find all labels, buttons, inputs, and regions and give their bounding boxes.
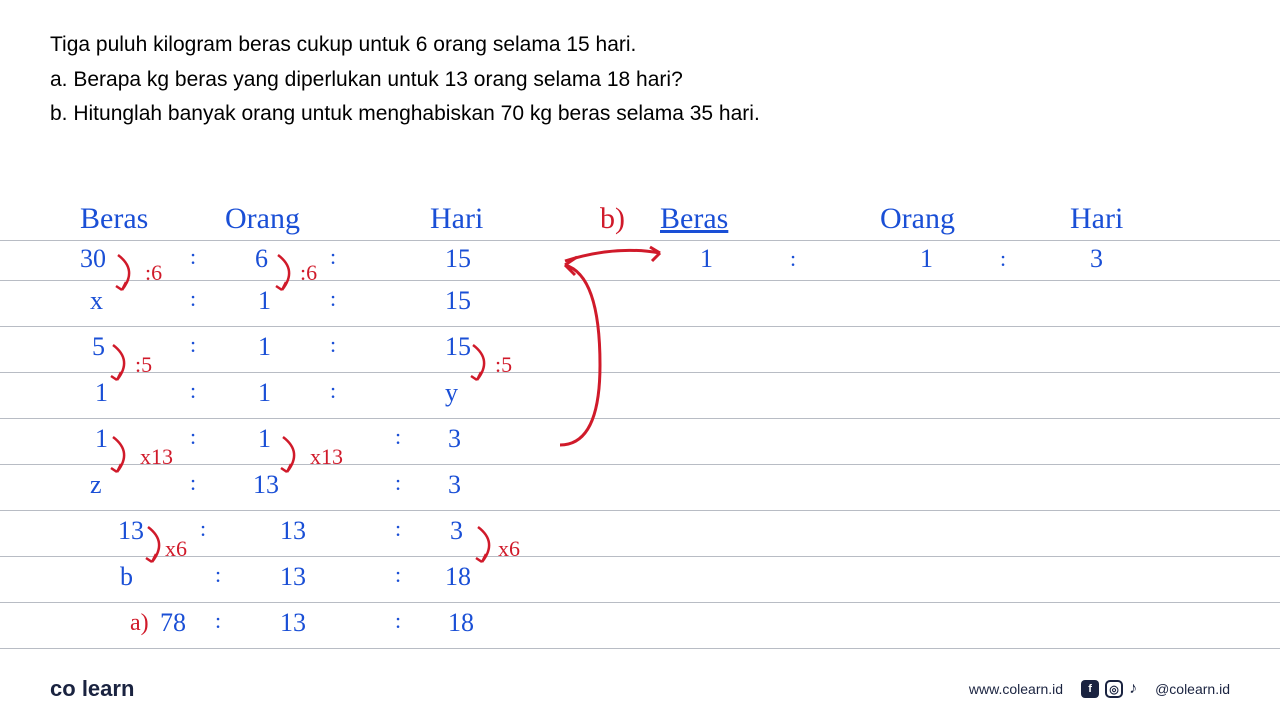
header-beras-b: Beras [660,202,728,236]
header-orang-b: Orang [880,202,955,236]
a-r3c1: 5 [92,332,105,362]
arrow-icon [465,340,505,390]
logo: co learn [50,676,134,702]
colon: : [190,378,196,404]
label-b: b) [600,202,625,236]
footer: co learn www.colearn.id f ◎ ♪ @colearn.i… [0,676,1280,702]
arrow-icon [105,340,145,390]
colon: : [215,562,221,588]
colon: : [395,516,401,542]
arrow-icon [270,250,310,300]
answer-label-a: a) [130,610,149,637]
b-c1: 1 [700,244,713,274]
colon: : [330,286,336,312]
colon: : [790,246,796,272]
a-r9c1: 78 [160,608,186,638]
a-r8c2: 13 [280,562,306,592]
colon: : [190,424,196,450]
colon: : [1000,246,1006,272]
colon: : [190,332,196,358]
colon: : [395,562,401,588]
arrow-icon [110,250,150,300]
logo-co: co [50,676,76,701]
a-r3c2: 1 [258,332,271,362]
logo-learn: learn [82,676,135,701]
colon: : [330,332,336,358]
footer-url: www.colearn.id [969,681,1063,697]
a-r9c3: 18 [448,608,474,638]
a-r2c1: x [90,286,103,316]
a-r8c3: 18 [445,562,471,592]
a-r1c1: 30 [80,244,106,274]
colon: : [330,244,336,270]
a-r7c2: 13 [280,516,306,546]
arrow-icon [105,432,145,482]
arrow-icon [470,522,510,572]
a-r1c3: 15 [445,244,471,274]
bracket-arrow-icon [555,245,675,465]
colon: : [200,516,206,542]
instagram-icon: ◎ [1105,680,1123,698]
colon: : [330,378,336,404]
a-r4c3: y [445,378,458,408]
a-r6c1: z [90,470,102,500]
handwriting-area: Beras Orang Hari b) Beras Orang Hari 30 … [0,180,1280,720]
facebook-icon: f [1081,680,1099,698]
tiktok-icon: ♪ [1129,680,1137,698]
header-hari-b: Hari [1070,202,1123,236]
question-b: b. Hitunglah banyak orang untuk menghabi… [50,97,1230,132]
colon: : [215,608,221,634]
a-r8c1: b [120,562,133,592]
a-r6c3: 3 [448,470,461,500]
header-orang-a: Orang [225,202,300,236]
question-intro: Tiga puluh kilogram beras cukup untuk 6 … [50,28,1230,63]
colon: : [190,286,196,312]
b-c2: 1 [920,244,933,274]
a-r5c2: 1 [258,424,271,454]
colon: : [190,470,196,496]
colon: : [190,244,196,270]
a-r2c3: 15 [445,286,471,316]
colon: : [395,470,401,496]
arrow-icon [275,432,315,482]
colon: : [395,608,401,634]
a-r9c2: 13 [280,608,306,638]
arrow-icon [140,522,180,572]
a-r4c2: 1 [258,378,271,408]
b-c3: 3 [1090,244,1103,274]
colon: : [395,424,401,450]
social-icons: f ◎ ♪ [1081,680,1137,698]
header-hari-a: Hari [430,202,483,236]
a-r1c2: 6 [255,244,268,274]
question-a: a. Berapa kg beras yang diperlukan untuk… [50,63,1230,98]
a-r7c3: 3 [450,516,463,546]
a-r5c3: 3 [448,424,461,454]
footer-handle: @colearn.id [1155,681,1230,697]
header-beras-a: Beras [80,202,148,236]
